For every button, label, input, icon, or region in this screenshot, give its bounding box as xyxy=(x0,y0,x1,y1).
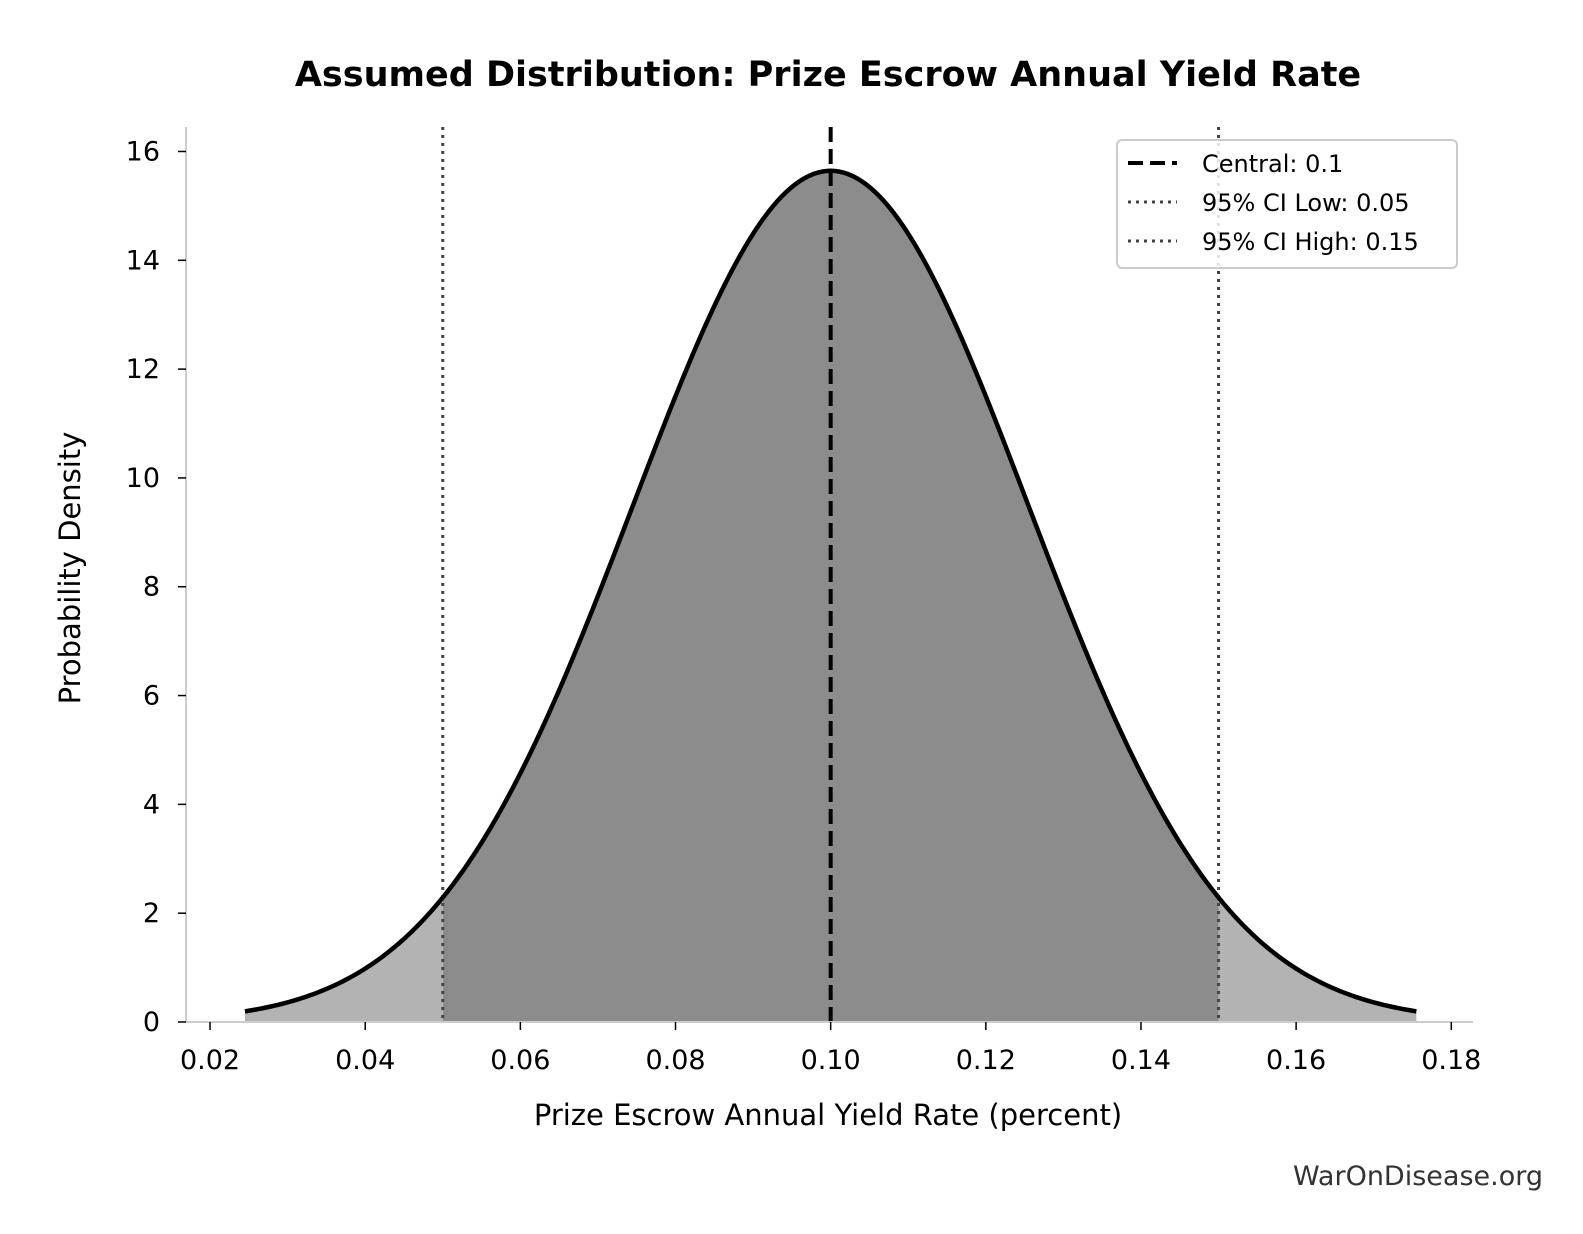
x-tick-label: 0.10 xyxy=(801,1045,861,1076)
legend-label: 95% CI High: 0.15 xyxy=(1202,228,1419,256)
x-tick-label: 0.14 xyxy=(1111,1045,1171,1076)
y-tick-label: 12 xyxy=(126,354,160,385)
legend: Central: 0.1 95% CI Low: 0.05 95% CI High:… xyxy=(1116,139,1458,269)
y-tick-label: 2 xyxy=(143,898,160,929)
right-tail-area xyxy=(1218,897,1417,1022)
source-text: WarOnDisease.org xyxy=(1293,1161,1543,1192)
x-tick-label: 0.16 xyxy=(1266,1045,1326,1076)
x-tick-label: 0.12 xyxy=(956,1045,1016,1076)
legend-items: Central: 0.1 95% CI Low: 0.05 95% CI High:… xyxy=(1128,150,1419,256)
y-tick-label: 0 xyxy=(143,1007,160,1038)
legend-frame xyxy=(1116,139,1458,269)
reference-lines xyxy=(441,127,1221,1022)
y-axis-label: Probability Density xyxy=(53,432,87,705)
legend-label: 95% CI Low: 0.05 xyxy=(1202,189,1410,217)
x-tick-label: 0.06 xyxy=(490,1045,550,1076)
x-tick-label: 0.18 xyxy=(1421,1045,1481,1076)
y-tick-label: 16 xyxy=(126,136,160,167)
x-axis-ticks: 0.02 0.04 0.06 0.08 0.10 0.12 0.14 0.16 0.18 xyxy=(180,1022,1481,1076)
y-tick-label: 8 xyxy=(143,572,160,603)
x-axis-label: Prize Escrow Annual Yield Rate (percent) xyxy=(534,1098,1122,1132)
x-tick-label: 0.08 xyxy=(645,1045,705,1076)
y-tick-label: 10 xyxy=(126,463,160,494)
x-tick-label: 0.04 xyxy=(335,1045,395,1076)
legend-label: Central: 0.1 xyxy=(1202,150,1343,178)
x-tick-label: 0.02 xyxy=(180,1045,240,1076)
y-tick-label: 14 xyxy=(126,245,160,276)
y-tick-label: 6 xyxy=(143,681,160,712)
y-tick-label: 4 xyxy=(143,789,160,820)
chart-title: Assumed Distribution: Prize Escrow Annua… xyxy=(295,55,1361,95)
y-axis-ticks: 0 2 4 6 8 10 12 14 16 xyxy=(126,136,186,1038)
left-tail-area xyxy=(244,897,443,1022)
density-curve xyxy=(244,168,1417,1014)
plot-area xyxy=(244,127,1417,1022)
